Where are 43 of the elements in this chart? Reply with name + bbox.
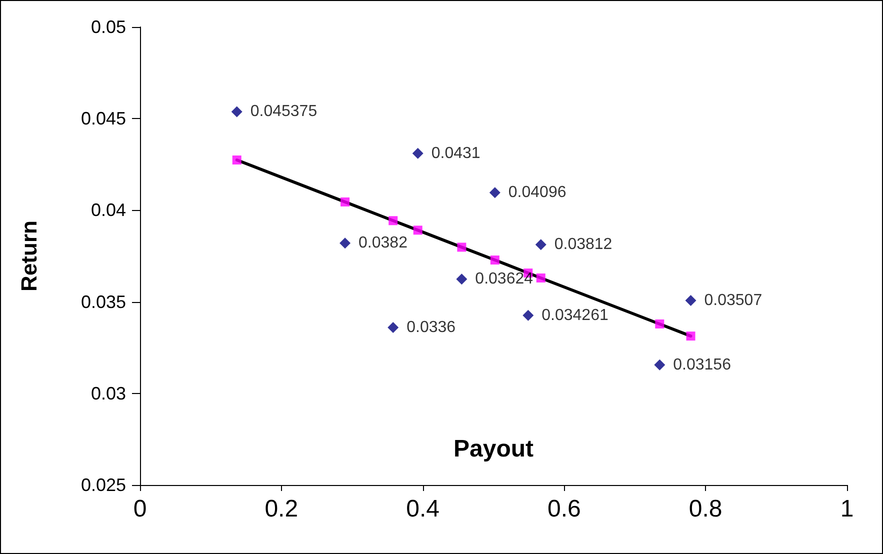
point — [340, 197, 350, 206]
y-tick-label: 0.025 — [80, 475, 126, 495]
x-tick-label: 1 — [840, 496, 854, 522]
point — [654, 359, 666, 370]
point — [231, 106, 242, 118]
y-tick-label: 0.035 — [80, 292, 126, 312]
data-label: 0.0431 — [431, 144, 480, 162]
data-label: 0.034261 — [542, 306, 608, 324]
x-axis-title: Payout — [453, 436, 534, 462]
point — [535, 239, 546, 250]
y-tick-label: 0.03 — [90, 383, 126, 404]
y-tick-label: 0.04 — [90, 200, 126, 220]
point — [457, 242, 466, 252]
x-tick-label: 0.4 — [406, 496, 440, 522]
x-tick-label: 0.8 — [688, 496, 722, 522]
point — [686, 332, 696, 341]
point — [490, 256, 500, 265]
point — [388, 216, 398, 226]
data-label: 0.0382 — [358, 234, 408, 252]
point — [388, 322, 399, 333]
point — [655, 319, 664, 328]
point — [340, 238, 351, 249]
point — [413, 226, 422, 235]
x-tick-label: 0.2 — [264, 496, 298, 522]
y-tick-label: 0.045 — [80, 108, 126, 129]
data-label: 0.045375 — [250, 103, 318, 120]
data-label: 0.0336 — [406, 318, 456, 336]
x-tick-label: 0.6 — [548, 496, 581, 522]
data-label: 0.03156 — [673, 356, 732, 374]
y-tick-label: 0.05 — [90, 17, 126, 37]
point — [685, 295, 696, 306]
point — [232, 156, 242, 165]
y-axis-title: Return — [16, 220, 42, 292]
data-label: 0.04096 — [508, 184, 566, 202]
data-label: 0.03624 — [475, 270, 534, 288]
data-label: 0.03812 — [554, 236, 612, 254]
x-tick-label: 0 — [133, 496, 147, 522]
point — [456, 274, 468, 285]
point — [489, 187, 500, 198]
data-label: 0.03507 — [704, 292, 762, 310]
point — [412, 148, 424, 159]
point — [536, 273, 546, 282]
point — [522, 310, 534, 321]
